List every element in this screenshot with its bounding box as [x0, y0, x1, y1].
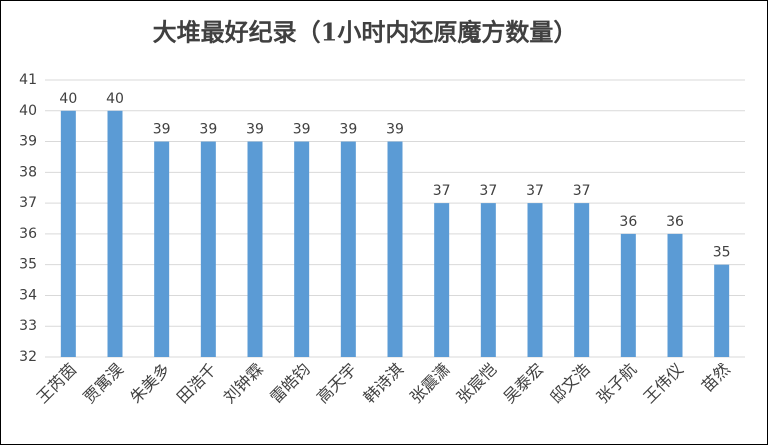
bar [60, 110, 76, 358]
y-tick-label: 32 [19, 349, 37, 365]
y-tick-label: 39 [19, 134, 37, 150]
bar [527, 203, 543, 357]
y-tick-label: 36 [19, 226, 37, 242]
y-tick-label: 34 [19, 287, 37, 303]
data-label: 36 [619, 214, 637, 230]
data-label: 39 [386, 122, 404, 138]
bar [294, 141, 310, 357]
data-label: 37 [526, 183, 544, 199]
y-tick-label: 38 [19, 164, 37, 180]
data-label: 40 [59, 91, 77, 107]
data-label: 39 [153, 122, 171, 138]
y-tick-label: 37 [19, 195, 37, 211]
data-label: 37 [573, 183, 591, 199]
bar [574, 203, 590, 357]
y-tick-label: 40 [19, 103, 37, 119]
bar [714, 264, 730, 357]
data-label: 36 [666, 214, 684, 230]
bar [434, 203, 450, 357]
data-label: 39 [246, 122, 264, 138]
data-label: 39 [339, 122, 357, 138]
bar [340, 141, 356, 357]
data-label: 39 [293, 122, 311, 138]
data-label: 35 [713, 245, 731, 261]
data-label: 37 [479, 183, 497, 199]
y-tick-label: 41 [19, 72, 37, 88]
bar [107, 110, 123, 358]
chart-title: 大堆最好纪录（1小时内还原魔方数量） [153, 18, 578, 47]
data-label: 37 [433, 183, 451, 199]
bar [154, 141, 170, 357]
bar [620, 233, 636, 357]
y-tick-label: 35 [19, 257, 37, 273]
bar [480, 203, 496, 357]
bar [200, 141, 216, 357]
data-label: 39 [199, 122, 217, 138]
data-label: 40 [106, 91, 124, 107]
bar [247, 141, 263, 357]
y-tick-label: 33 [19, 318, 37, 334]
bar [387, 141, 403, 357]
bar [667, 233, 683, 357]
